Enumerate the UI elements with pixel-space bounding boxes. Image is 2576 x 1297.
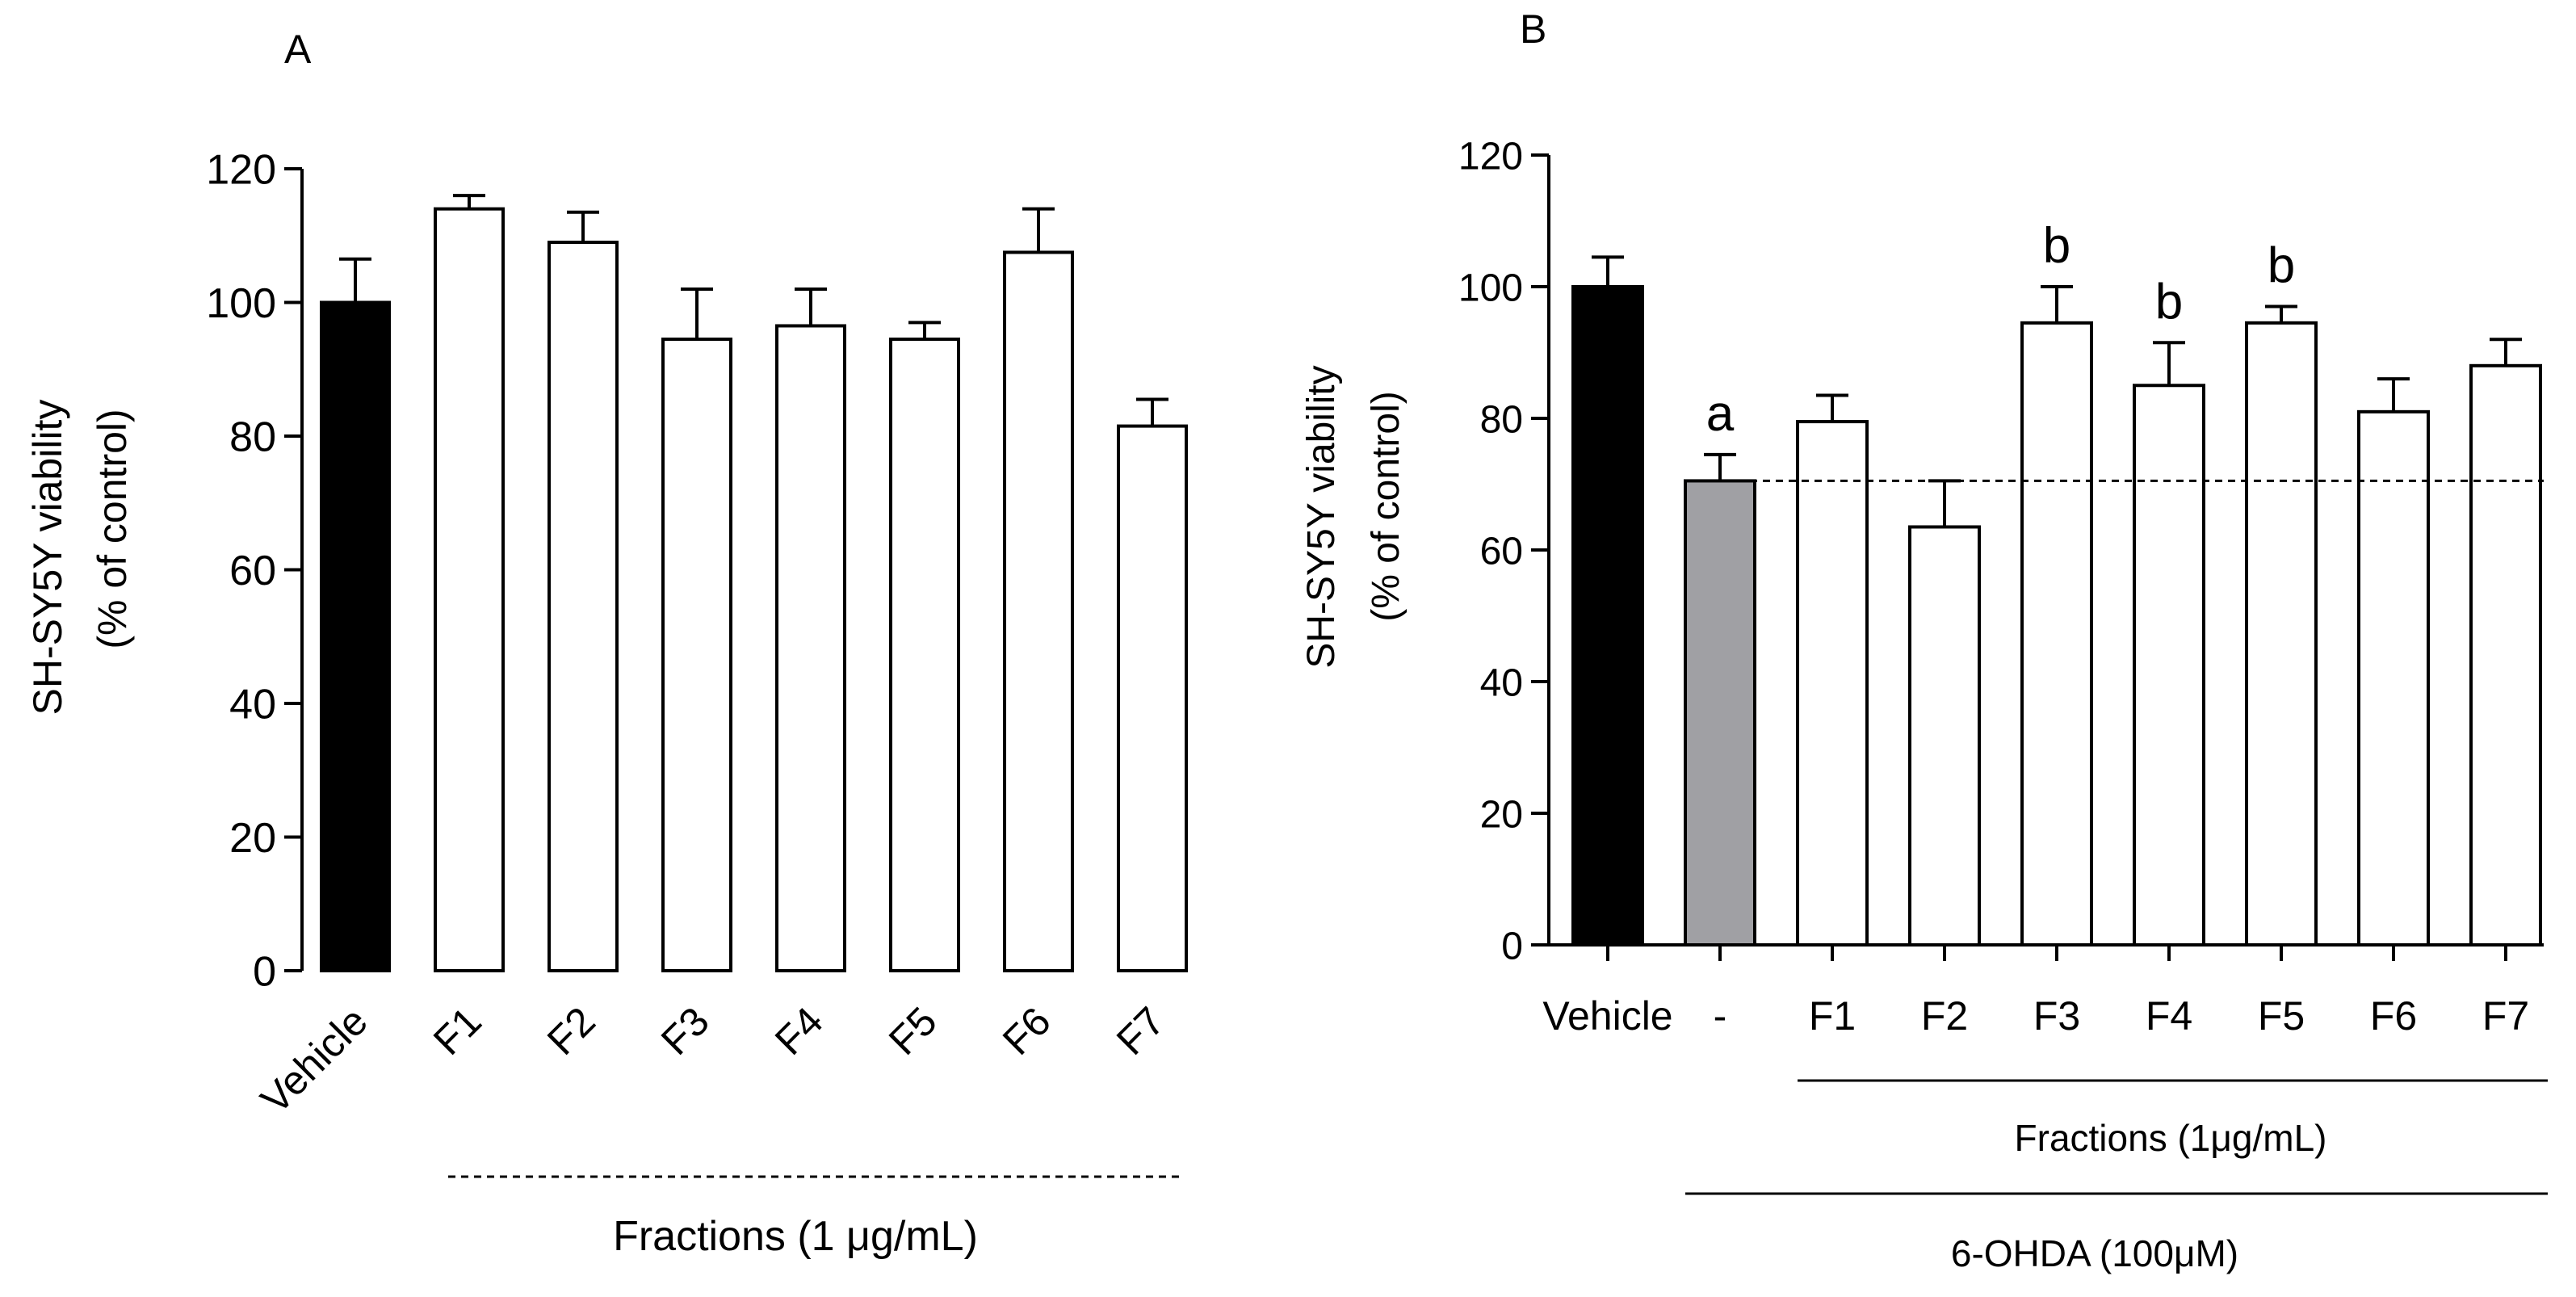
panel-b-ytick-label: 100 [1458, 267, 1523, 309]
panel-b-6ohda-label: 6-OHDA (100μM) [1951, 1232, 2238, 1274]
panel-b-ytick-label: 60 [1480, 530, 1523, 573]
panel-a-bar-vehicle [320, 300, 391, 972]
panel-a-bar-f6 [1003, 250, 1074, 972]
panel-b-ytick-label: 120 [1458, 135, 1523, 178]
panel-b: B SH-SY5Y viability (% of control) 0 20 40… [1300, 6, 2548, 1274]
panel-b-significance-letter: b [2043, 218, 2070, 274]
panel-a-category-label: Vehicle [252, 998, 376, 1123]
panel-b-category-label: - [1714, 993, 1727, 1039]
panel-b-category-label: F6 [2370, 993, 2417, 1039]
panel-a-category-labels: Vehicle F1 F2 F3 F4 F5 F6 F7 [252, 998, 1173, 1123]
panel-b-bars [1571, 285, 2542, 947]
panel-b-ytick-label: 80 [1480, 398, 1523, 441]
panel-b-significance-letter: b [2155, 274, 2183, 329]
panel-b-label: B [1520, 6, 1546, 52]
panel-b-ytick-label: 0 [1501, 925, 1523, 968]
panel-a-group-label: Fractions (1 μg/mL) [613, 1213, 978, 1260]
panel-b-significance-letter: b [2268, 237, 2295, 293]
panel-b-bar-f2 [1908, 525, 1981, 947]
panel-a-ytick-label: 100 [206, 280, 276, 327]
panel-b-bar-vehicle [1571, 285, 1644, 947]
panel-a-y-ticks: 0 20 40 60 80 100 120 [206, 147, 302, 996]
panel-a-category-label: F7 [1108, 998, 1173, 1064]
panel-a-ytick-label: 80 [229, 414, 276, 461]
panel-a-category-label: F2 [539, 998, 604, 1064]
panel-b-category-label: F3 [2033, 993, 2080, 1039]
panel-a-ylabel-line2: (% of control) [90, 409, 135, 648]
panel-a-bar-f3 [661, 338, 732, 972]
panel-a-category-label: F1 [425, 998, 490, 1064]
panel-a-category-label: F4 [766, 998, 832, 1064]
panel-b-category-label: F1 [1809, 993, 1856, 1039]
panel-b-category-label: F5 [2258, 993, 2305, 1039]
panel-b-bar-f1 [1796, 420, 1869, 947]
panel-b-error-bars [1592, 255, 2522, 527]
panel-a-error-bars [339, 194, 1168, 426]
panel-b-category-labels: Vehicle - F1 F2 F3 F4 F5 F6 F7 [1542, 945, 2529, 1039]
panel-b-ylabel-line1: SH-SY5Y viability [1300, 365, 1343, 668]
panel-b-ylabel-line2: (% of control) [1365, 391, 1408, 621]
panel-b-bar-f6 [2357, 409, 2430, 947]
panel-a-bar-f4 [775, 324, 846, 972]
panel-b-ytick-label: 40 [1480, 661, 1523, 704]
panel-b-bar-f3 [2020, 321, 2093, 947]
panel-a-label: A [284, 27, 312, 72]
panel-b-category-label: F2 [1921, 993, 1968, 1039]
panel-a-category-label: F6 [994, 998, 1059, 1064]
panel-a-bar-f1 [434, 207, 505, 972]
panel-a-ytick-label: 40 [229, 682, 276, 728]
panel-a: A SH-SY5Y viability (% of control) 0 20 40… [25, 27, 1188, 1260]
panel-a-y-axis-title: SH-SY5Y viability (% of control) [25, 400, 135, 716]
panel-a-bars [320, 207, 1188, 972]
panel-b-y-ticks: 0 20 40 60 80 100 120 [1458, 135, 1549, 968]
panel-b-y-axis-title: SH-SY5Y viability (% of control) [1300, 365, 1408, 668]
panel-a-bar-f2 [548, 241, 619, 972]
panel-b-category-label: Vehicle [1542, 993, 1672, 1039]
panel-a-category-label: F3 [652, 998, 718, 1064]
panel-a-category-label: F5 [880, 998, 946, 1064]
panel-a-ytick-label: 60 [229, 548, 276, 594]
panel-b-bar-f5 [2245, 321, 2318, 947]
panel-b-annotations: a b b b [1706, 218, 2295, 442]
panel-b-category-label: F4 [2146, 993, 2192, 1039]
panel-b-ytick-label: 20 [1480, 793, 1523, 836]
panel-b-significance-letter: a [1706, 386, 1735, 442]
panel-b-category-label: F7 [2482, 993, 2529, 1039]
panel-a-ytick-label: 0 [253, 949, 276, 996]
panel-b-bar- [1684, 479, 1756, 947]
panel-b-bar-f7 [2469, 363, 2542, 947]
panel-a-bar-f7 [1117, 424, 1188, 972]
panel-a-bar-f5 [889, 338, 960, 972]
panel-a-ytick-label: 20 [229, 815, 276, 862]
panel-b-bar-f4 [2133, 384, 2205, 947]
panel-a-ytick-label: 120 [206, 147, 276, 194]
panel-a-ylabel-line1: SH-SY5Y viability [25, 400, 70, 716]
panel-b-fractions-label: Fractions (1μg/mL) [2015, 1117, 2327, 1159]
